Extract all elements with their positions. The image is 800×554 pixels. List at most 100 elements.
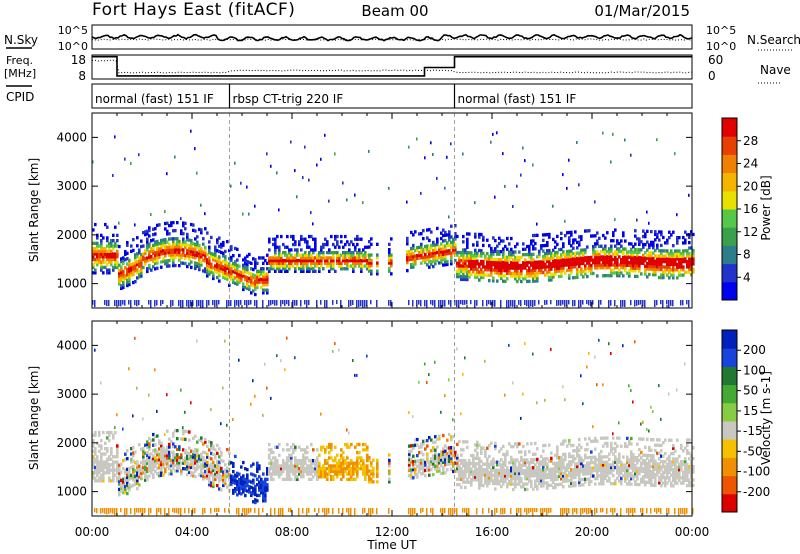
scatter-cell xyxy=(324,133,326,137)
scatter-cell xyxy=(294,467,297,471)
scatter-cell xyxy=(690,265,693,269)
scatter-cell xyxy=(108,268,111,272)
scatter-cell xyxy=(424,156,426,160)
scatter-cell xyxy=(366,453,369,457)
scatter-cell xyxy=(274,253,277,257)
scatter-cell xyxy=(282,259,285,263)
scatter-cell xyxy=(658,238,661,242)
scatter-cell xyxy=(176,239,179,244)
scatter-cell xyxy=(214,267,217,271)
scatter-cell xyxy=(464,275,467,279)
scatter-cell xyxy=(528,450,531,454)
scatter-cell xyxy=(288,448,291,452)
scatter-cell xyxy=(440,471,443,475)
scatter-cell xyxy=(530,508,532,513)
scatter-cell xyxy=(144,459,147,463)
scatter-cell xyxy=(506,471,509,475)
scatter-cell xyxy=(288,472,291,476)
scatter-cell xyxy=(562,258,565,262)
scatter-cell xyxy=(622,274,625,278)
scatter-cell xyxy=(564,258,567,262)
scatter-cell xyxy=(188,451,191,456)
scatter-cell xyxy=(576,141,578,144)
scatter-cell xyxy=(272,456,275,460)
scatter-cell xyxy=(524,471,527,475)
scatter-cell xyxy=(184,459,187,463)
scatter-cell xyxy=(632,245,635,249)
scatter-cell xyxy=(576,262,579,266)
scatter-cell xyxy=(242,490,245,494)
scatter-cell xyxy=(302,256,305,260)
scatter-cell xyxy=(108,476,111,480)
scatter-cell xyxy=(244,477,247,482)
scatter-cell xyxy=(412,508,414,516)
scatter-cell xyxy=(504,460,507,465)
scatter-cell xyxy=(292,237,295,241)
scatter-cell xyxy=(466,272,469,276)
scatter-cell xyxy=(132,454,135,458)
scatter-cell xyxy=(212,474,215,478)
scatter-cell xyxy=(228,264,231,269)
scatter-cell xyxy=(252,500,255,504)
scatter-cell xyxy=(344,256,347,260)
scatter-cell xyxy=(98,463,101,467)
scatter-cell xyxy=(262,496,265,500)
scatter-cell xyxy=(348,431,350,435)
scatter-cell xyxy=(376,242,379,246)
scatter-cell xyxy=(490,257,493,261)
scatter-cell xyxy=(550,467,553,471)
scatter-cell xyxy=(156,300,158,306)
scatter-cell xyxy=(452,451,455,455)
scatter-cell xyxy=(486,257,489,261)
scatter-cell xyxy=(238,280,241,284)
scatter-cell xyxy=(424,247,427,251)
scatter-cell xyxy=(468,459,471,463)
scatter-cell xyxy=(354,477,357,481)
cpid-segment-label: rbsp CT-trig 220 IF xyxy=(233,92,344,106)
scatter-cell xyxy=(204,472,207,476)
scatter-cell xyxy=(436,456,439,460)
scatter-cell xyxy=(318,267,321,271)
scatter-cell xyxy=(420,466,423,471)
scatter-cell xyxy=(234,260,237,264)
scatter-cell xyxy=(102,468,105,472)
scatter-cell xyxy=(292,259,295,263)
scatter-cell xyxy=(238,472,241,476)
scatter-cell xyxy=(142,231,145,235)
scatter-cell xyxy=(102,471,105,475)
scatter-cell xyxy=(492,457,495,461)
scatter-cell xyxy=(200,457,203,462)
scatter-cell xyxy=(346,477,349,481)
scatter-cell xyxy=(322,472,325,476)
scatter-cell xyxy=(472,270,475,274)
scatter-cell xyxy=(210,265,213,269)
scatter-cell xyxy=(252,473,255,477)
scatter-cell xyxy=(492,268,495,272)
scatter-cell xyxy=(242,482,245,486)
scatter-cell xyxy=(232,480,235,485)
scatter-cell xyxy=(208,475,211,479)
scatter-cell xyxy=(462,261,465,265)
scatter-cell xyxy=(104,260,107,264)
scatter-cell xyxy=(92,471,95,475)
scatter-cell xyxy=(186,235,189,239)
scatter-cell xyxy=(242,479,245,483)
scatter-cell xyxy=(688,251,691,256)
scatter-cell xyxy=(578,240,581,244)
scatter-cell xyxy=(376,474,379,479)
scatter-cell xyxy=(520,463,523,467)
scatter-cell xyxy=(460,472,463,476)
scatter-cell xyxy=(164,470,167,474)
scatter-cell xyxy=(442,447,445,451)
scatter-cell xyxy=(464,267,467,271)
scatter-cell xyxy=(178,250,181,254)
scatter-cell xyxy=(532,487,535,491)
scatter-cell xyxy=(388,248,391,252)
scatter-cell xyxy=(172,450,175,454)
scatter-cell xyxy=(188,468,191,472)
scatter-cell xyxy=(342,251,345,255)
scatter-cell xyxy=(102,271,105,275)
scatter-cell xyxy=(316,253,319,257)
scatter-cell xyxy=(98,249,101,253)
scatter-cell xyxy=(528,300,530,308)
